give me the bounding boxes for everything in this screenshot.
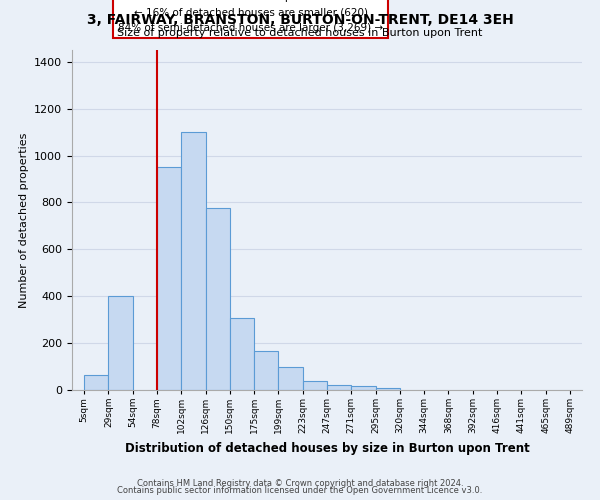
Text: Size of property relative to detached houses in Burton upon Trent: Size of property relative to detached ho… — [118, 28, 482, 38]
Bar — [109, 296, 133, 390]
Bar — [157, 167, 181, 390]
Bar — [254, 352, 278, 390]
Bar — [206, 208, 230, 390]
Bar — [376, 388, 400, 390]
Bar — [303, 382, 327, 390]
X-axis label: Distribution of detached houses by size in Burton upon Trent: Distribution of detached houses by size … — [125, 442, 529, 454]
Text: Contains public sector information licensed under the Open Government Licence v3: Contains public sector information licen… — [118, 486, 482, 495]
Bar — [327, 386, 351, 390]
Bar — [181, 132, 206, 390]
Bar — [278, 366, 303, 390]
Text: 3, FAIRWAY, BRANSTON, BURTON-ON-TRENT, DE14 3EH: 3, FAIRWAY, BRANSTON, BURTON-ON-TRENT, D… — [86, 12, 514, 26]
Bar — [351, 386, 376, 390]
Text: Contains HM Land Registry data © Crown copyright and database right 2024.: Contains HM Land Registry data © Crown c… — [137, 478, 463, 488]
Y-axis label: Number of detached properties: Number of detached properties — [19, 132, 29, 308]
Text: 3 FAIRWAY: 83sqm
← 16% of detached houses are smaller (620)
84% of semi-detached: 3 FAIRWAY: 83sqm ← 16% of detached house… — [118, 0, 383, 33]
Bar — [84, 375, 109, 390]
Bar — [230, 318, 254, 390]
